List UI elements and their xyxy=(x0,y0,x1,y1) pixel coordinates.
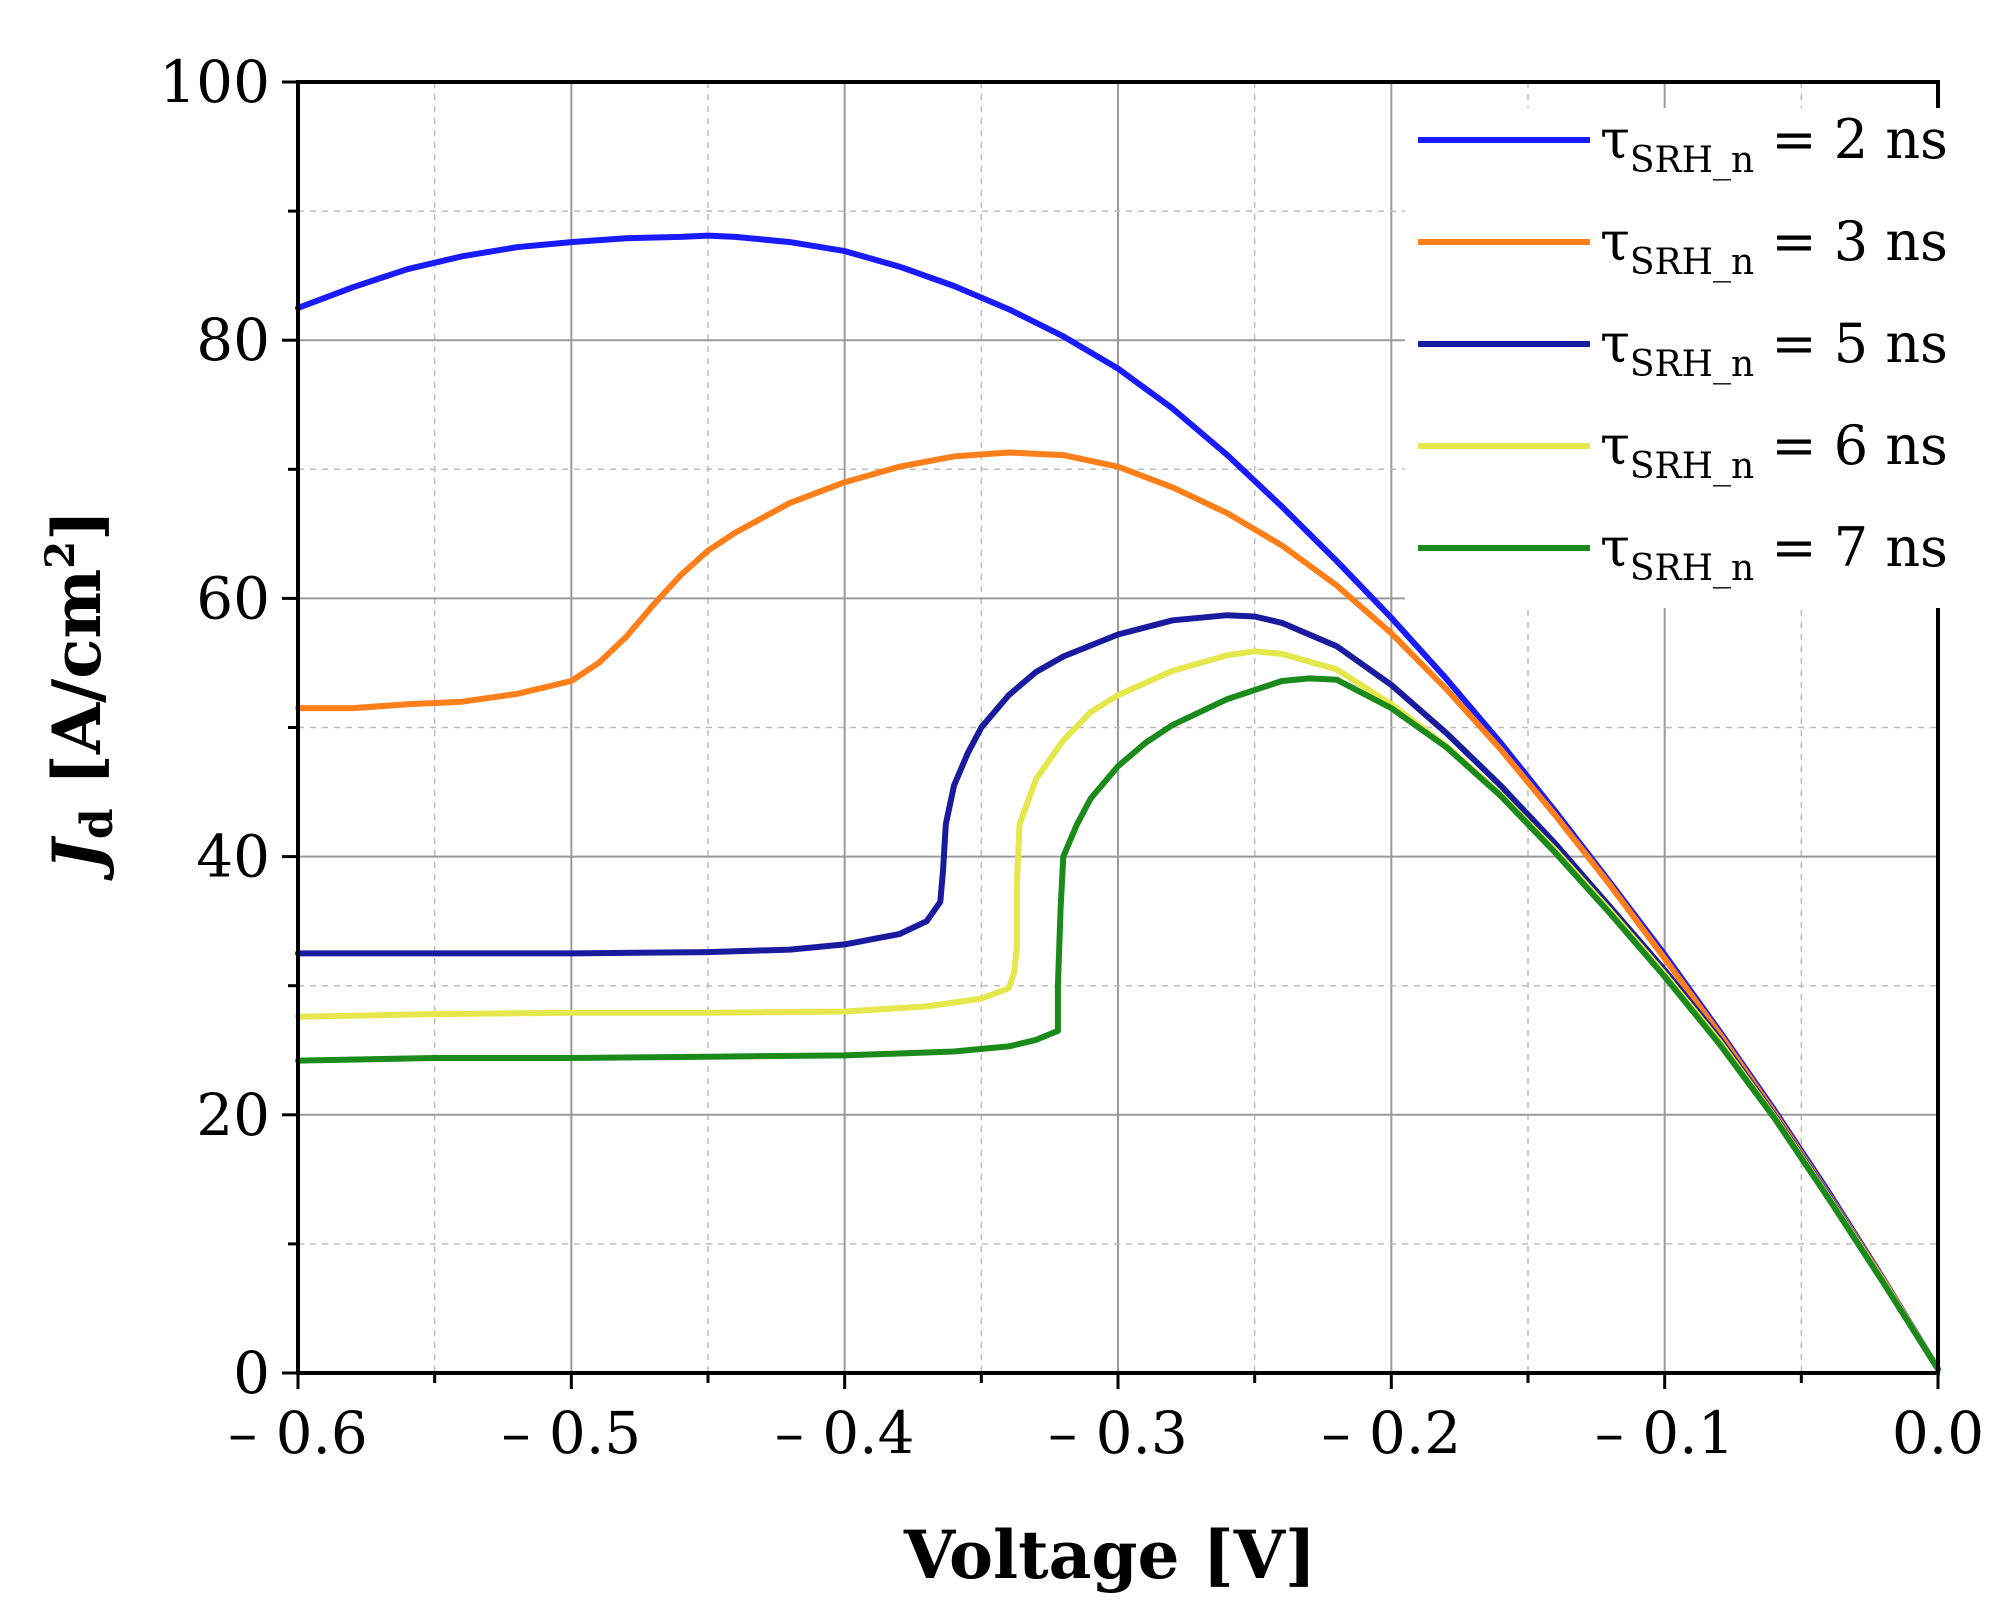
y-tick-label: 80 xyxy=(196,306,270,374)
legend-label-5: τSRH_n = 7 ns xyxy=(1600,516,1948,589)
x-tick-label: – 0.2 xyxy=(1321,1399,1461,1467)
y-axis-title-unit-superscript: 2 xyxy=(37,541,84,569)
y-tick-label: 20 xyxy=(196,1081,270,1149)
x-tick-label: – 0.3 xyxy=(1048,1399,1188,1467)
x-tick-label: – 0.4 xyxy=(775,1399,915,1467)
y-tick-label: 0 xyxy=(233,1339,270,1407)
x-axis-title: Voltage [V] xyxy=(903,1516,1316,1594)
legend: τSRH_n = 2 ns τSRH_n = 3 ns τSRH_n = 5 ns τ… xyxy=(1405,108,1948,608)
legend-label-1: τSRH_n = 2 ns xyxy=(1600,108,1948,181)
legend-label-3: τSRH_n = 5 ns xyxy=(1600,312,1948,385)
x-tick-label: – 0.5 xyxy=(501,1399,641,1467)
y-axis-title-subscript: d xyxy=(72,808,123,839)
x-tick-label: 0.0 xyxy=(1892,1399,1984,1467)
x-tick-label: – 0.6 xyxy=(228,1399,368,1467)
legend-background xyxy=(1405,108,1940,608)
y-tick-label: 60 xyxy=(196,564,270,632)
legend-label-2: τSRH_n = 3 ns xyxy=(1600,210,1948,283)
y-axis-title-unit: [A/cm xyxy=(38,569,116,809)
series-line-2 xyxy=(295,449,1941,1373)
series-line-5 xyxy=(295,675,1941,1373)
legend-label-4: τSRH_n = 6 ns xyxy=(1600,414,1948,487)
tick-labels: – 0.6 – 0.5 – 0.4 – 0.3 – 0.2 – 0.1 0.0 0 20 40 60… xyxy=(159,48,1984,1467)
y-axis-title-unit-close: ] xyxy=(38,510,116,541)
y-tick-label: 100 xyxy=(159,48,270,116)
series-group xyxy=(295,232,1941,1373)
axis-ticks xyxy=(282,80,1940,1389)
x-tick-label: – 0.1 xyxy=(1595,1399,1735,1467)
y-tick-label: 40 xyxy=(196,823,270,891)
